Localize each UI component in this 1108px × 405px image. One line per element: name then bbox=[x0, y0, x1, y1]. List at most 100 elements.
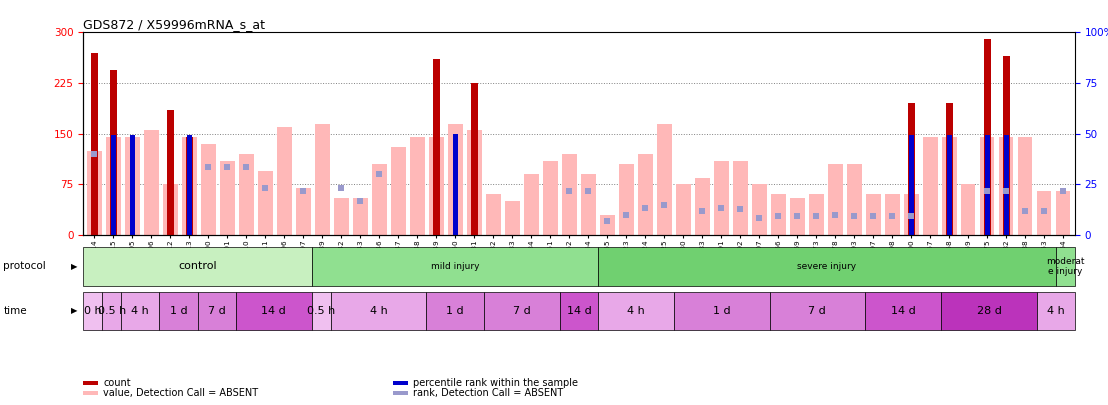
Point bbox=[808, 213, 825, 219]
Bar bbox=[372, 164, 387, 235]
Bar bbox=[144, 130, 158, 235]
Bar bbox=[453, 134, 458, 235]
Bar bbox=[524, 174, 538, 235]
Bar bbox=[316, 124, 329, 235]
Point bbox=[1036, 208, 1054, 215]
Point bbox=[750, 215, 768, 221]
Point bbox=[1016, 208, 1034, 215]
Bar bbox=[942, 292, 1037, 330]
Bar bbox=[771, 194, 786, 235]
Text: 28 d: 28 d bbox=[976, 306, 1002, 316]
Bar bbox=[220, 161, 235, 235]
Bar bbox=[312, 292, 331, 330]
Text: ▶: ▶ bbox=[71, 262, 78, 271]
Point bbox=[257, 184, 275, 191]
Bar bbox=[112, 135, 115, 235]
Point bbox=[351, 198, 369, 205]
Bar bbox=[236, 292, 312, 330]
Bar bbox=[947, 135, 952, 235]
Bar bbox=[1004, 135, 1008, 235]
Point bbox=[218, 164, 236, 171]
Text: 14 d: 14 d bbox=[566, 306, 592, 316]
Bar bbox=[985, 135, 989, 235]
Text: GDS872 / X59996mRNA_s_at: GDS872 / X59996mRNA_s_at bbox=[83, 18, 265, 31]
Bar bbox=[560, 292, 598, 330]
Bar bbox=[598, 292, 675, 330]
Bar bbox=[91, 53, 98, 235]
Bar bbox=[848, 164, 862, 235]
Bar bbox=[186, 137, 193, 235]
Bar bbox=[809, 194, 823, 235]
Bar bbox=[904, 194, 919, 235]
Bar bbox=[1003, 56, 1009, 235]
Point bbox=[997, 188, 1015, 194]
Point bbox=[85, 151, 103, 157]
Bar bbox=[83, 247, 312, 286]
Point bbox=[712, 205, 730, 211]
Point bbox=[199, 164, 217, 171]
Point bbox=[789, 213, 807, 219]
Point bbox=[656, 201, 674, 208]
Bar bbox=[1018, 137, 1033, 235]
Text: control: control bbox=[178, 261, 217, 271]
Text: mild injury: mild injury bbox=[431, 262, 480, 271]
Bar bbox=[984, 39, 991, 235]
Text: 1 d: 1 d bbox=[714, 306, 731, 316]
Text: severe injury: severe injury bbox=[798, 262, 856, 271]
Bar bbox=[675, 292, 770, 330]
Text: 0 h: 0 h bbox=[84, 306, 102, 316]
Bar bbox=[865, 292, 942, 330]
Bar bbox=[619, 164, 634, 235]
Bar bbox=[167, 110, 174, 235]
Text: 0.5 h: 0.5 h bbox=[307, 306, 336, 316]
Bar bbox=[163, 184, 177, 235]
Text: 4 h: 4 h bbox=[370, 306, 388, 316]
Text: ▶: ▶ bbox=[71, 306, 78, 315]
Text: 1 d: 1 d bbox=[170, 306, 187, 316]
Point bbox=[295, 188, 312, 194]
Text: rank, Detection Call = ABSENT: rank, Detection Call = ABSENT bbox=[413, 388, 564, 398]
Point bbox=[598, 218, 616, 225]
Bar bbox=[601, 215, 615, 235]
Text: value, Detection Call = ABSENT: value, Detection Call = ABSENT bbox=[103, 388, 258, 398]
Bar bbox=[331, 292, 427, 330]
Bar bbox=[923, 137, 937, 235]
Point bbox=[978, 188, 996, 194]
Bar bbox=[131, 135, 135, 235]
Bar bbox=[790, 198, 804, 235]
Text: 1 d: 1 d bbox=[447, 306, 464, 316]
Point bbox=[883, 213, 901, 219]
Bar bbox=[885, 194, 900, 235]
Text: count: count bbox=[103, 378, 131, 388]
Point bbox=[332, 184, 350, 191]
Bar bbox=[353, 198, 368, 235]
Text: time: time bbox=[3, 306, 27, 316]
Bar bbox=[676, 184, 690, 235]
Bar bbox=[433, 60, 440, 235]
Bar bbox=[543, 161, 557, 235]
Bar bbox=[335, 198, 349, 235]
Bar bbox=[1037, 292, 1075, 330]
Point bbox=[617, 211, 635, 218]
Bar bbox=[909, 103, 914, 235]
Bar bbox=[427, 292, 483, 330]
Bar bbox=[486, 194, 501, 235]
Text: 7 d: 7 d bbox=[207, 306, 225, 316]
Point bbox=[864, 213, 882, 219]
Bar bbox=[752, 184, 767, 235]
Point bbox=[237, 164, 255, 171]
Bar bbox=[981, 137, 995, 235]
Bar bbox=[471, 83, 478, 235]
Point bbox=[903, 213, 921, 219]
Point bbox=[827, 211, 844, 218]
Bar bbox=[770, 292, 865, 330]
Bar bbox=[296, 188, 310, 235]
Text: 0.5 h: 0.5 h bbox=[98, 306, 126, 316]
Point bbox=[845, 213, 863, 219]
Bar bbox=[866, 194, 881, 235]
Text: moderat
e injury: moderat e injury bbox=[1046, 257, 1085, 276]
Text: 14 d: 14 d bbox=[261, 306, 286, 316]
Bar bbox=[312, 247, 598, 286]
Bar bbox=[106, 137, 121, 235]
Bar bbox=[239, 154, 254, 235]
